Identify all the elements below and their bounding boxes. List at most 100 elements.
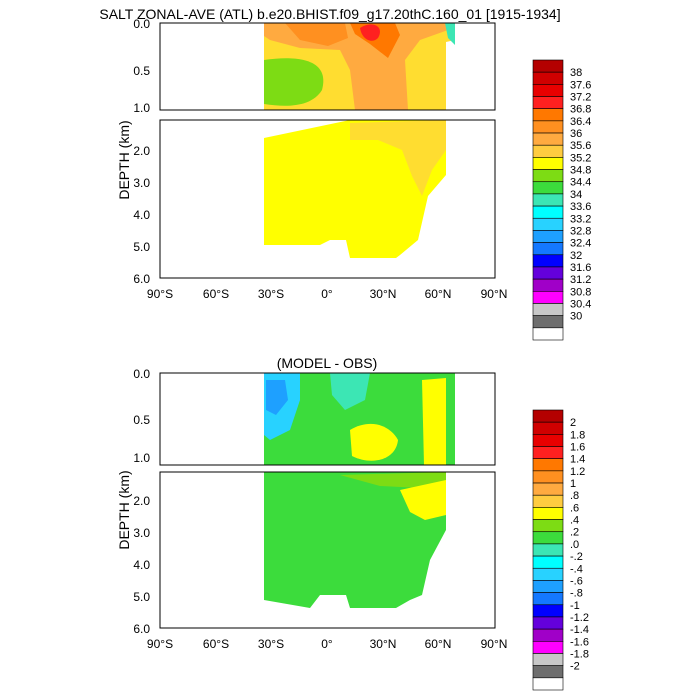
colorbar-label: .6 [570, 502, 579, 514]
colorbar-label: 2 [570, 417, 576, 429]
colorbar-swatch [532, 290, 564, 304]
colorbar-swatch [532, 217, 564, 231]
diff-title: (MODEL - OBS) [277, 355, 378, 371]
colorbar-swatch [532, 315, 564, 329]
green-blob [264, 58, 324, 106]
colorbar-label: 31.2 [570, 274, 591, 286]
colorbar-swatch [532, 567, 564, 581]
y-axis-label-diff: DEPTH (km) [116, 470, 132, 549]
colorbar-swatch [532, 434, 564, 447]
colorbar-label: -1.8 [570, 648, 589, 660]
colorbar-swatch [532, 193, 564, 207]
colorbar-swatch [532, 458, 564, 472]
colorbar-swatch [532, 677, 564, 691]
y-tick: 3.0 [133, 176, 150, 190]
colorbar-swatch [532, 278, 564, 292]
colorbar-label: -1.4 [570, 624, 589, 636]
colorbar-swatch [532, 157, 564, 170]
yellow-anomaly [350, 423, 398, 461]
colorbar-swatch [532, 120, 564, 134]
colorbar-label: 37.2 [570, 92, 591, 104]
colorbar-label: .2 [570, 527, 579, 539]
colorbar-label: .8 [570, 490, 579, 502]
y-tick: 0.0 [133, 367, 150, 381]
salinity-panel: SALT ZONAL-AVE (ATL) b.e20.BHIST.f09_g17… [99, 6, 591, 341]
colorbar-label: 34.8 [570, 165, 591, 177]
x-tick: 30°N [370, 287, 397, 301]
colorbar-label: -.4 [570, 563, 583, 575]
colorbar-swatch [532, 482, 564, 496]
colorbar-swatch [532, 592, 564, 606]
x-tick: 30°S [258, 637, 284, 651]
x-tick: 90°S [147, 287, 173, 301]
lime-band [340, 472, 446, 505]
colorbar-difference: 21.81.61.41.21.8.6.4.2.0-.2-.4-.6-.8-1-1… [532, 409, 589, 691]
colorbar-salinity: 3837.637.236.836.43635.635.234.834.43433… [532, 59, 591, 341]
colorbar-label: -1.6 [570, 636, 589, 648]
colorbar-label: -2 [570, 661, 580, 673]
x-tick: 0° [321, 287, 333, 301]
y-tick: 0.5 [133, 64, 150, 78]
colorbar-swatch [532, 303, 564, 316]
colorbar-label: 37.6 [570, 79, 591, 91]
colorbar-swatch [532, 580, 564, 593]
colorbar-label: 30.4 [570, 298, 591, 310]
colorbar-swatch [532, 628, 564, 642]
colorbar-label: .0 [570, 539, 579, 551]
y-tick: 0.0 [133, 17, 150, 31]
colorbar-label: -1 [570, 600, 580, 612]
orange-region [264, 23, 455, 110]
colorbar-label: 1 [570, 478, 576, 490]
chart-title: SALT ZONAL-AVE (ATL) b.e20.BHIST.f09_g17… [99, 6, 560, 22]
colorbar-swatch [532, 653, 564, 666]
x-tick: 0° [321, 637, 333, 651]
colorbar-swatch [532, 230, 564, 243]
x-tick: 30°S [258, 287, 284, 301]
x-tick: 90°N [481, 287, 508, 301]
colorbar-label: 32.8 [570, 225, 591, 237]
x-tick: 30°N [370, 637, 397, 651]
colorbar-label: 34 [570, 189, 582, 201]
colorbar-swatch [532, 169, 564, 183]
colorbar-label: 32 [570, 250, 582, 262]
y-tick: 0.5 [133, 413, 150, 427]
x-tick: 60°S [203, 637, 229, 651]
colorbar-swatch [532, 519, 564, 533]
colorbar-label: 1.6 [570, 442, 585, 454]
upper-diff-fill [264, 373, 455, 465]
colorbar-swatch [532, 470, 564, 484]
colorbar-swatch [532, 507, 564, 520]
colorbar-swatch [532, 604, 564, 618]
y-tick: 1.0 [133, 451, 150, 465]
y-tick: 5.0 [133, 240, 150, 254]
colorbar-swatch [532, 640, 564, 654]
colorbar-swatch [532, 531, 564, 545]
lower-box-fill [264, 120, 446, 258]
colorbar-swatch [532, 96, 564, 109]
colorbar-label: 35.6 [570, 140, 591, 152]
y-tick: 1.0 [133, 101, 150, 115]
x-tick: 90°S [147, 637, 173, 651]
colorbar-swatch [532, 59, 564, 73]
colorbar-label: 30 [570, 311, 582, 323]
colorbar-label: 1.2 [570, 466, 585, 478]
colorbar-swatch [532, 555, 564, 569]
colorbar-swatch [532, 665, 564, 679]
colorbar-label: -.2 [570, 551, 583, 563]
colorbar-swatch [532, 327, 564, 341]
y-tick: 5.0 [133, 590, 150, 604]
y-axis-label: DEPTH (km) [116, 120, 132, 199]
colorbar-swatch [532, 242, 564, 256]
colorbar-label: 34.4 [570, 177, 591, 189]
colorbar-label: 32.4 [570, 238, 591, 250]
y-tick: 4.0 [133, 558, 150, 572]
x-tick: 90°N [481, 637, 508, 651]
colorbar-label: .4 [570, 515, 579, 527]
y-tick: 6.0 [133, 272, 150, 286]
colorbar-swatch [532, 181, 564, 195]
colorbar-label: 36.4 [570, 116, 591, 128]
colorbar-label: -.8 [570, 588, 583, 600]
colorbar-swatch [532, 254, 564, 268]
colorbar-label: 1.8 [570, 429, 585, 441]
